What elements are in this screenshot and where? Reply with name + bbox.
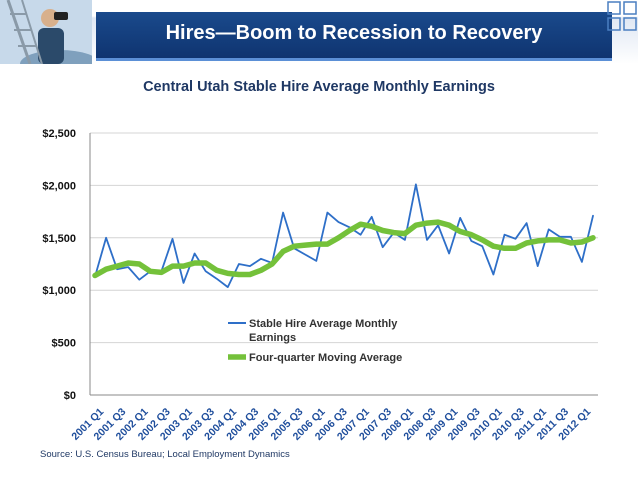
y-tick-label: $0 [64,390,76,402]
y-axis-ticks: $0 $500 $1,000 $1,500 $2,000 $2,500 [42,128,76,402]
source-note: Source: U.S. Census Bureau; Local Employ… [40,449,290,460]
legend-label: Four-quarter Moving Average [249,352,402,364]
y-tick-label: $1,500 [42,233,76,245]
grid-squares-icon [607,1,637,31]
series-line [92,219,596,279]
chart-series [92,183,596,289]
legend-label: Stable Hire Average Monthly Earnings [249,318,398,344]
y-tick-label: $1,000 [42,285,76,297]
chart-legend: Stable Hire Average Monthly Earnings Four-… [228,318,402,364]
person-with-binoculars-icon [0,0,92,64]
y-tick-label: $2,000 [42,180,76,192]
chart-title: Central Utah Stable Hire Average Monthly… [143,79,495,95]
title-bar: Hires—Boom to Recession to Recovery [96,12,612,61]
y-tick-label: $500 [52,338,76,350]
y-tick-label: $2,500 [42,128,76,140]
header-banner: Hires—Boom to Recession to Recovery [0,0,638,64]
binoculars-photo [0,0,92,64]
page-title: Hires—Boom to Recession to Recovery [165,22,543,44]
series-line [94,183,594,289]
